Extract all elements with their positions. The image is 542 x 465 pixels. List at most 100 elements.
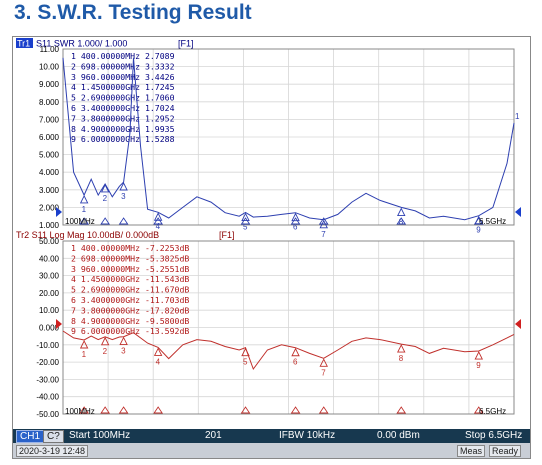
y-tick-label: 6.000 (39, 133, 60, 142)
trace1-swr-line (62, 57, 515, 221)
trace2-x-start: 100MHz (65, 407, 95, 416)
marker-triangle[interactable] (397, 207, 406, 216)
marker-triangle[interactable] (319, 358, 328, 367)
marker-axis-triangle[interactable] (118, 217, 129, 225)
stop-frequency[interactable]: Stop 6.5GHz (465, 430, 523, 441)
y-tick-label: 50.00 (39, 237, 60, 246)
marker-triangle[interactable] (153, 347, 163, 356)
trace1-fn: [F1] (178, 39, 194, 49)
trace2-fn: [F1] (219, 230, 235, 240)
marker-axis-triangle[interactable] (396, 217, 407, 225)
marker-table-row: 2 698.00000MHz 3.3332 (71, 61, 175, 71)
y-tick-label: 30.00 (39, 272, 60, 281)
marker-axis-triangle[interactable] (100, 406, 110, 414)
marker-table-row: 1 400.00000MHz 2.7089 (71, 51, 175, 61)
y-tick-label: -50.00 (36, 410, 59, 419)
marker-axis-triangle[interactable] (318, 217, 329, 225)
marker-number: 7 (321, 230, 326, 239)
power-setting[interactable]: 0.00 dBm (377, 430, 420, 441)
marker-number: 9 (476, 361, 481, 370)
marker-table-row: 1 400.00000MHz -7.2253dB (71, 243, 189, 253)
trace2-y-axis: 50.00 40.00 30.00 20.00 10.00 0.000 -10.00 -20.… (36, 237, 59, 419)
marker-number: 7 (321, 368, 326, 377)
marker-axis-triangle[interactable] (153, 217, 163, 225)
marker-axis-triangle[interactable] (79, 406, 89, 414)
channel2-button[interactable]: C? (43, 430, 64, 443)
marker-number: 8 (399, 218, 404, 227)
ifbw-setting[interactable]: IFBW 10kHz (279, 430, 336, 441)
marker-table-row: 4 1.4500000GHz -11.543dB (71, 274, 189, 284)
marker-table-row: 3 960.00000MHz 3.4426 (71, 72, 175, 82)
marker-triangle[interactable] (100, 336, 110, 346)
y-tick-label: 20.00 (39, 289, 60, 298)
trace2-ref-right-arrow[interactable] (515, 319, 521, 329)
marker-triangle[interactable] (79, 339, 89, 349)
marker-axis-triangle[interactable] (240, 217, 251, 225)
y-tick-label: -20.00 (36, 358, 59, 367)
marker-axis-triangle[interactable] (396, 406, 407, 414)
y-tick-label: -10.00 (36, 341, 59, 350)
marker-number: 3 (121, 192, 126, 201)
marker-axis-triangle[interactable] (473, 406, 484, 414)
marker-axis-triangle[interactable] (118, 406, 129, 414)
marker-axis-triangle[interactable] (290, 217, 301, 225)
trace2-grid (63, 241, 514, 414)
marker-table-row: 7 3.8000000GHz 1.2952 (71, 113, 175, 123)
trace1-ref-left-arrow[interactable] (56, 207, 62, 217)
marker-axis-triangle[interactable] (240, 406, 251, 414)
trace1-badge-bg[interactable] (16, 38, 33, 48)
marker-number: 5 (243, 358, 248, 367)
marker-triangle[interactable] (119, 182, 128, 191)
marker-axis-triangle[interactable] (100, 217, 110, 225)
trace2-ref-left-arrow[interactable] (56, 319, 62, 329)
marker-triangle[interactable] (241, 347, 250, 357)
y-tick-label: 10.00 (39, 63, 60, 72)
trace2-markers: 1 2 3 4 5 6 7 8 9 (79, 336, 484, 414)
channel1-button[interactable]: CH1 (16, 430, 45, 443)
marker-table-row: 8 4.9000000GHz 1.9935 (71, 124, 175, 134)
marker-triangle[interactable] (397, 344, 406, 353)
trace1-badge[interactable]: Tr1 (17, 39, 30, 49)
marker-table-row: 2 698.00000MHz -5.3825dB (71, 253, 189, 263)
datetime-display: 2020-3-19 12:48 (16, 445, 89, 457)
sweep-points[interactable]: 201 (205, 430, 222, 441)
trace2-logmag-line (62, 330, 515, 371)
y-tick-label: 4.000 (39, 168, 60, 177)
marker-number: 1 (82, 205, 87, 214)
marker-number: 4 (156, 357, 161, 366)
marker-triangle[interactable] (241, 212, 250, 222)
y-tick-label: 40.00 (39, 254, 60, 263)
trace1-ref-right-arrow[interactable] (515, 207, 521, 217)
vna-chart-canvas: Tr1 S11 SWR 1.000/ 1.000 [F1] 11.0010.00… (16, 38, 521, 419)
marker-triangle[interactable] (153, 212, 163, 221)
marker-axis-triangle[interactable] (318, 406, 329, 414)
y-tick-label: 10.00 (39, 306, 60, 315)
marker-table-row: 9 6.0000000GHz -13.592dB (71, 326, 189, 336)
marker-triangle[interactable] (291, 212, 300, 222)
marker-number: 2 (103, 347, 108, 356)
trace1-header: S11 SWR 1.000/ 1.000 (36, 39, 127, 49)
marker-triangle[interactable] (79, 194, 89, 204)
y-tick-label: 2.000 (39, 203, 60, 212)
marker-triangle[interactable] (100, 183, 110, 193)
y-tick-label: 9.000 (39, 80, 60, 89)
trace1-markers: 1 2 3 4 5 6 7 8 9 (79, 182, 484, 239)
marker-triangle[interactable] (119, 336, 128, 346)
y-tick-label: 11.00 (40, 45, 60, 54)
start-frequency[interactable]: Start 100MHz (69, 430, 131, 441)
marker-axis-triangle[interactable] (153, 406, 163, 414)
y-tick-label: 0.000 (39, 324, 60, 333)
marker-table-row: 9 6.0000000GHz 1.5288 (71, 134, 175, 144)
marker-axis-triangle[interactable] (79, 217, 89, 225)
page-heading: 3. S.W.R. Testing Result (14, 1, 252, 24)
trace1-grid (63, 49, 514, 225)
marker-axis-triangle[interactable] (290, 406, 301, 414)
y-tick-label: 7.000 (39, 115, 60, 124)
marker-triangle[interactable] (474, 351, 483, 360)
marker-number: 6 (293, 223, 298, 232)
marker-triangle[interactable] (291, 347, 300, 357)
marker-axis-triangle[interactable] (473, 217, 484, 225)
marker-number: 6 (293, 358, 298, 367)
